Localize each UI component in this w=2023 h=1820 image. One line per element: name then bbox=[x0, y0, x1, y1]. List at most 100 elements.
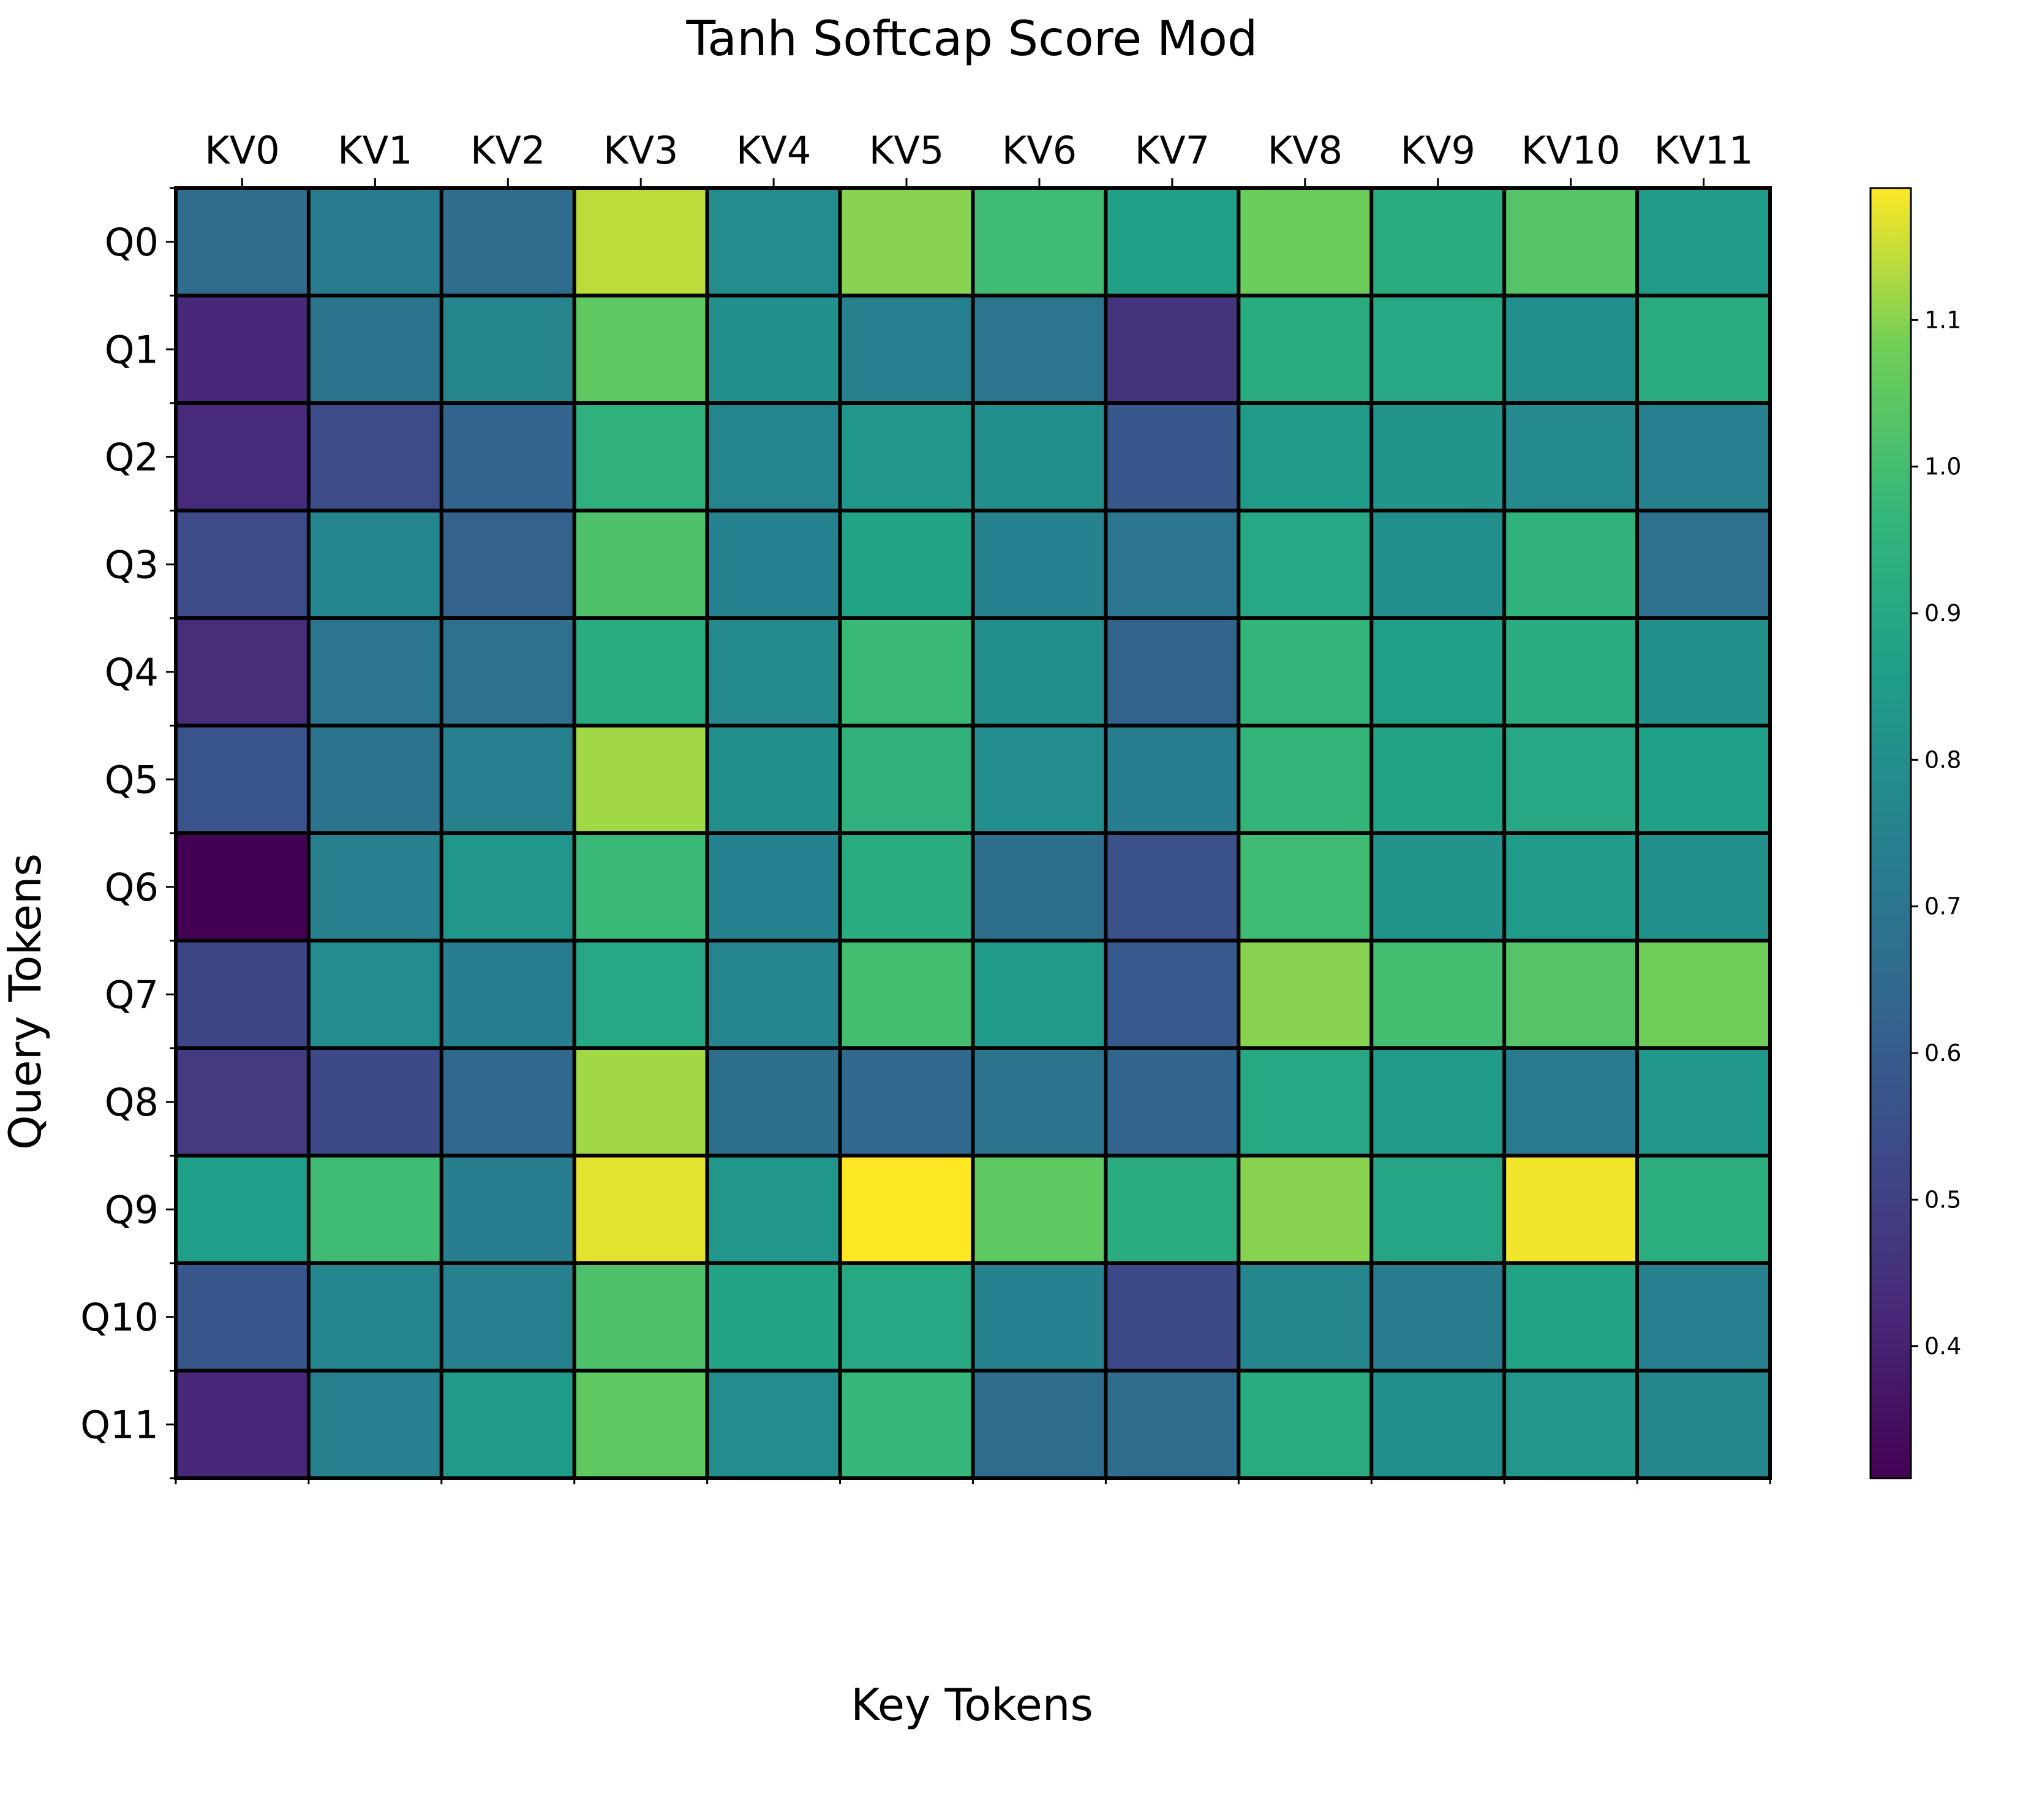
heatmap-cell bbox=[1104, 1046, 1241, 1158]
heatmap-cell bbox=[306, 401, 443, 513]
heatmap-cell bbox=[838, 938, 975, 1050]
heatmap-cell bbox=[838, 831, 975, 943]
heatmap-cell bbox=[1635, 1261, 1772, 1373]
heatmap-cell bbox=[1237, 401, 1374, 513]
heatmap-cell bbox=[971, 293, 1108, 405]
heatmap-cell bbox=[838, 1261, 975, 1373]
heatmap-cell bbox=[1635, 616, 1772, 728]
heatmap-cell bbox=[1369, 1369, 1507, 1480]
heatmap-cell bbox=[306, 1261, 443, 1373]
heatmap-cell bbox=[572, 831, 709, 943]
y-tick-label: Q2 bbox=[105, 435, 159, 480]
heatmap-cell bbox=[705, 1369, 842, 1480]
heatmap-cell bbox=[1369, 831, 1507, 943]
heatmap-cell bbox=[1369, 508, 1507, 620]
heatmap-cell bbox=[174, 723, 311, 835]
heatmap-cell bbox=[306, 723, 443, 835]
heatmap-cell bbox=[971, 1154, 1108, 1265]
heatmap-cell bbox=[1635, 723, 1772, 835]
x-tick-label: KV7 bbox=[1135, 128, 1210, 173]
heatmap-cell bbox=[1502, 938, 1640, 1050]
heatmap-cell bbox=[1502, 508, 1640, 620]
heatmap-cell bbox=[1104, 186, 1241, 298]
heatmap-cell bbox=[306, 1369, 443, 1480]
heatmap-cell bbox=[971, 616, 1108, 728]
x-tick-label: KV11 bbox=[1654, 128, 1754, 173]
heatmap-cell bbox=[838, 401, 975, 513]
heatmap-cell bbox=[1237, 508, 1374, 620]
heatmap-cell bbox=[1369, 616, 1507, 728]
heatmap-cell bbox=[1502, 186, 1640, 298]
heatmap-cell bbox=[838, 1369, 975, 1480]
heatmap-cell bbox=[306, 831, 443, 943]
heatmap-cell bbox=[174, 831, 311, 943]
heatmap-cell bbox=[174, 1261, 311, 1373]
x-axis-label: Key Tokens bbox=[851, 1679, 1093, 1731]
y-tick-label: Q4 bbox=[105, 650, 159, 695]
heatmap-cell bbox=[1635, 186, 1772, 298]
heatmap-cell bbox=[1369, 1154, 1507, 1265]
heatmap-cell bbox=[1369, 401, 1507, 513]
heatmap-cell bbox=[572, 1261, 709, 1373]
heatmap-cell bbox=[838, 186, 975, 298]
heatmap-cell bbox=[1369, 938, 1507, 1050]
heatmap-cell bbox=[572, 186, 709, 298]
x-tick-label: KV9 bbox=[1400, 128, 1475, 173]
colorbar-gradient bbox=[1869, 187, 1912, 1479]
y-tick-label: Q10 bbox=[80, 1295, 159, 1340]
heatmap-cell bbox=[705, 508, 842, 620]
heatmap-cell bbox=[705, 938, 842, 1050]
heatmap-cell bbox=[572, 1046, 709, 1158]
chart-title: Tanh Softcap Score Mod bbox=[686, 12, 1258, 67]
heatmap-cell bbox=[439, 1154, 576, 1265]
y-tick-label: Q6 bbox=[105, 865, 159, 910]
heatmap-cells bbox=[174, 186, 1772, 1480]
y-tick-label: Q3 bbox=[105, 542, 159, 587]
heatmap-cell bbox=[1502, 1154, 1640, 1265]
heatmap-cell bbox=[1502, 401, 1640, 513]
heatmap-cell bbox=[174, 938, 311, 1050]
heatmap-cell bbox=[1237, 938, 1374, 1050]
heatmap-cell bbox=[306, 938, 443, 1050]
heatmap-cell bbox=[306, 616, 443, 728]
heatmap-cell bbox=[439, 1369, 576, 1480]
heatmap-cell bbox=[572, 938, 709, 1050]
heatmap-cell bbox=[174, 186, 311, 298]
heatmap-cell bbox=[838, 508, 975, 620]
colorbar-tick-label: 1.0 bbox=[1924, 453, 1961, 480]
y-tick-label: Q8 bbox=[105, 1080, 159, 1125]
x-tick-label: KV2 bbox=[470, 128, 546, 173]
heatmap-cell bbox=[705, 723, 842, 835]
heatmap-cell bbox=[572, 1154, 709, 1265]
heatmap-cell bbox=[1635, 401, 1772, 513]
heatmap-cell bbox=[1369, 293, 1507, 405]
heatmap-cell bbox=[439, 1261, 576, 1373]
heatmap-cell bbox=[705, 1261, 842, 1373]
heatmap-cell bbox=[1104, 831, 1241, 943]
heatmap-cell bbox=[1502, 723, 1640, 835]
x-tick-label: KV3 bbox=[603, 128, 679, 173]
heatmap-cell bbox=[306, 508, 443, 620]
heatmap-cell bbox=[439, 508, 576, 620]
heatmap-cell bbox=[1237, 1046, 1374, 1158]
colorbar-tick-label: 1.1 bbox=[1924, 306, 1961, 333]
heatmap-cell bbox=[705, 616, 842, 728]
x-tick-label: KV4 bbox=[736, 128, 812, 173]
heatmap-cell bbox=[1104, 293, 1241, 405]
heatmap-cell bbox=[306, 186, 443, 298]
colorbar-tick-label: 0.9 bbox=[1924, 600, 1961, 627]
heatmap-cell bbox=[1237, 723, 1374, 835]
heatmap-cell bbox=[306, 1154, 443, 1265]
heatmap-cell bbox=[572, 723, 709, 835]
heatmap-cell bbox=[971, 723, 1108, 835]
heatmap-cell bbox=[439, 186, 576, 298]
heatmap-cell bbox=[705, 186, 842, 298]
heatmap-cell bbox=[971, 508, 1108, 620]
heatmap-cell bbox=[1635, 508, 1772, 620]
colorbar: 0.4 0.5 0.6 0.7 0.8 0.9 1.0 1.1 bbox=[1869, 187, 1961, 1479]
heatmap-cell bbox=[174, 1154, 311, 1265]
heatmap-cell bbox=[1635, 1046, 1772, 1158]
heatmap-cell bbox=[1502, 1046, 1640, 1158]
heatmap-cell bbox=[1635, 938, 1772, 1050]
